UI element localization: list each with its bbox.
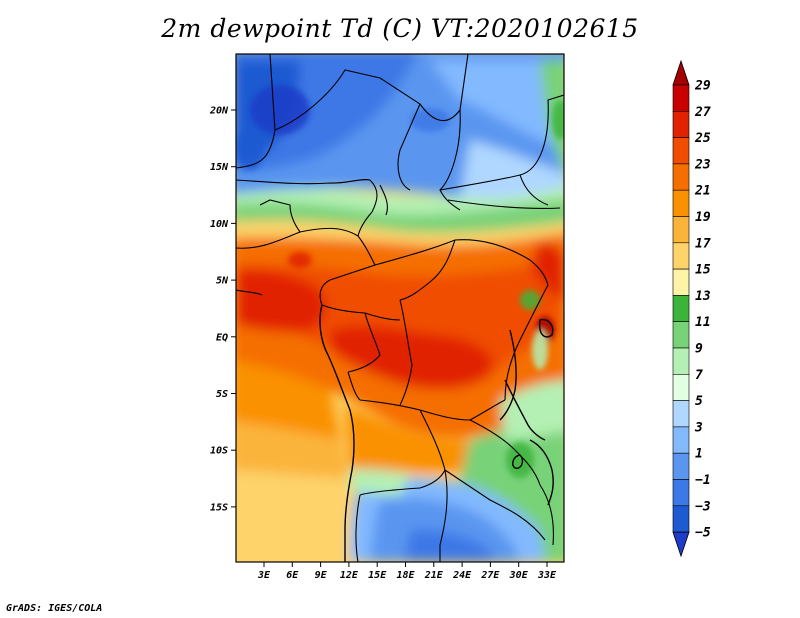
lat-tick-label: EQ [216,332,228,343]
colorbar-swatch [672,452,690,480]
colorbar-swatch [672,242,690,270]
colorbar-label: 9 [695,342,703,357]
colorbar-swatch [672,189,690,217]
lat-tick-label: 10S [210,446,228,457]
dewpoint-field [236,54,564,562]
colorbar-label: −5 [695,526,711,541]
lon-tick-label: 30E [509,570,529,581]
country-borders [236,54,564,562]
colorbar-label: 27 [694,105,711,120]
colorbar-label: 25 [694,131,711,146]
colorbar: 29 27 25 23 21 19 17 15 13 11 9 7 5 3 1 −1 −3 −5 [672,59,711,558]
lat-tick-label: 20N [209,106,229,117]
lon-tick-label: 15E [368,570,387,581]
map-title: 2m dewpoint Td (C) VT:2020102615 [161,14,639,43]
lat-tick-label: 5N [216,276,229,287]
colorbar-swatch [672,111,690,138]
footer-credit: GrADS: IGES/COLA [6,603,103,614]
colorbar-swatch [672,163,690,191]
colorbar-label: 15 [695,263,711,278]
colorbar-label: 11 [695,315,711,330]
lon-tick-label: 33E [537,570,557,581]
colorbar-swatch [672,268,690,296]
lon-tick-label: 6E [286,570,299,581]
colorbar-label: 29 [694,79,711,94]
colorbar-bottom-arrow [672,531,690,558]
lon-tick-label: 3E [257,570,271,581]
colorbar-label: 17 [695,236,711,251]
colorbar-swatch [672,373,690,401]
colorbar-label: 21 [694,184,711,199]
colorbar-label: 7 [695,368,703,383]
lon-tick-label: 12E [340,570,359,581]
lat-tick-label: 15N [210,162,229,173]
colorbar-swatch [672,426,690,454]
lat-tick-label: 15S [210,502,228,513]
colorbar-label: 3 [694,420,703,435]
map-frame [235,53,565,563]
colorbar-label: −1 [695,473,711,488]
colorbar-swatch [672,295,690,322]
colorbar-label: 13 [695,289,711,304]
colorbar-label: 5 [695,394,703,409]
colorbar-swatch [672,347,690,375]
colorbar-label: −3 [695,499,711,514]
lon-tick-label: 27E [480,570,500,581]
colorbar-swatch [672,479,690,507]
colorbar-label: 19 [695,210,711,225]
lon-tick-label: 21E [424,570,444,581]
lon-tick-label: 24E [452,570,472,581]
colorbar-top-arrow [672,59,690,86]
colorbar-swatch [672,400,690,428]
lat-tick-label: 10N [210,219,229,230]
colorbar-swatch [672,84,690,112]
lat-tick-label: 5S [216,389,228,400]
lon-tick-label: 9E [315,570,328,581]
colorbar-swatch [672,505,690,533]
latitude-axis: 20N 15N 10N 5N EQ 5S 10S 15S [209,106,236,513]
coastlines-lakes [319,304,554,562]
colorbar-swatch [672,216,690,244]
colorbar-swatch [672,321,690,349]
longitude-axis: 3E 6E 9E 12E 15E 18E 21E 24E 27E 30E 33E [257,562,557,581]
colorbar-swatch [672,137,690,165]
colorbar-label: 1 [695,447,703,462]
lon-tick-label: 18E [396,570,415,581]
colorbar-label: 23 [694,157,711,172]
